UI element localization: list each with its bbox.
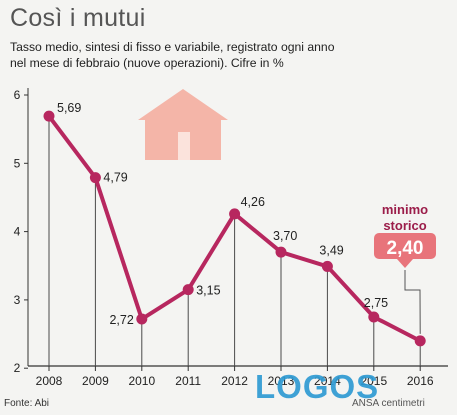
source-note: Fonte: Abi (4, 398, 50, 409)
callout-value: 2,40 (387, 238, 424, 259)
callout-value-box (374, 233, 436, 259)
ansa-credit: ANSA centimetri (352, 398, 425, 409)
chart-title: Così i mutui (10, 4, 146, 32)
callout-label-minimo: minimo (382, 202, 428, 217)
x-tick-label: 2012 (221, 374, 248, 388)
x-tick-label: 2010 (128, 374, 155, 388)
x-tick-label: 2013 (268, 374, 295, 388)
data-label: 3,70 (273, 229, 297, 243)
chart-subtitle-line-2: nel mese di febbraio (nuove operazioni).… (10, 56, 284, 70)
x-tick-label: 2016 (407, 374, 434, 388)
data-label: 2,75 (364, 296, 388, 310)
y-tick-label: 5 (14, 156, 21, 170)
y-tick-label: 2 (14, 361, 21, 375)
x-tick-label: 2008 (36, 374, 63, 388)
data-label: 5,69 (57, 101, 81, 115)
callout-connector (404, 270, 421, 334)
data-point (43, 110, 55, 122)
data-label: 4,79 (103, 171, 127, 185)
data-point (89, 172, 101, 184)
house-icon (138, 89, 228, 160)
y-tick-label: 3 (14, 293, 21, 307)
data-label: 2,72 (109, 313, 133, 327)
data-point (321, 260, 333, 272)
data-label: 3,49 (319, 243, 343, 257)
x-tick-label: 2014 (314, 374, 341, 388)
callout-pointer (397, 259, 413, 268)
data-point (182, 284, 194, 296)
data-point (136, 313, 148, 325)
y-tick-label: 4 (14, 225, 21, 239)
x-tick-label: 2009 (82, 374, 109, 388)
x-tick-label: 2011 (175, 374, 201, 388)
data-point (414, 335, 426, 347)
data-point (368, 311, 380, 323)
x-tick-label: 2015 (360, 374, 387, 388)
data-label: 4,26 (241, 195, 265, 209)
y-tick-label: 6 (14, 88, 21, 102)
chart-subtitle-line-1: Tasso medio, sintesi di fisso e variabil… (10, 40, 335, 54)
callout-label-storico: storico (383, 218, 426, 233)
data-point (275, 246, 287, 258)
data-label: 3,15 (196, 284, 220, 298)
data-point (229, 208, 241, 220)
minimum-callout: minimo storico 2,40 (374, 202, 436, 268)
logos-watermark: LOGOS (255, 368, 380, 405)
